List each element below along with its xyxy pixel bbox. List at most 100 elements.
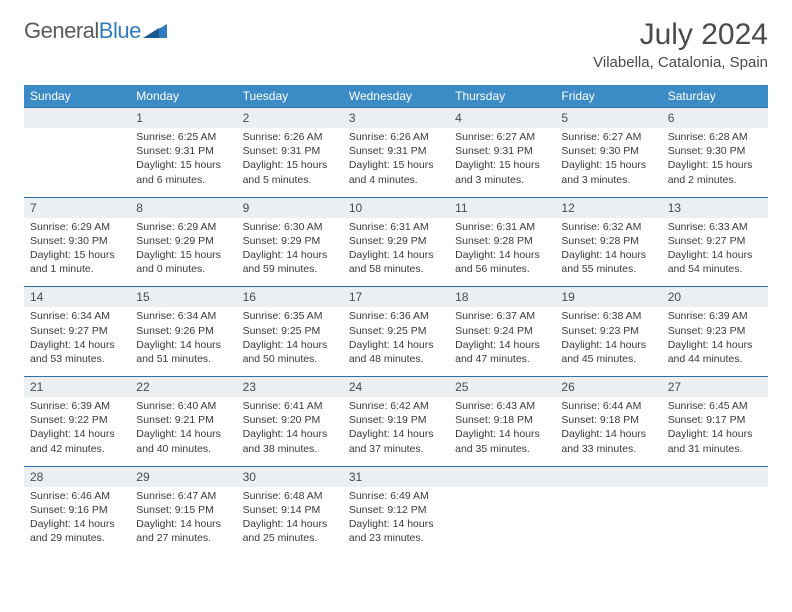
day-number-cell: 15 bbox=[130, 287, 236, 308]
day-number-cell: 19 bbox=[555, 287, 661, 308]
sunrise-text: Sunrise: 6:41 AM bbox=[243, 399, 337, 413]
day-number-row: 14151617181920 bbox=[24, 287, 768, 308]
dow-cell: Thursday bbox=[449, 85, 555, 108]
daylight-text: Daylight: 14 hours and 37 minutes. bbox=[349, 427, 443, 455]
sunrise-text: Sunrise: 6:29 AM bbox=[136, 220, 230, 234]
dow-cell: Wednesday bbox=[343, 85, 449, 108]
day-data-row: Sunrise: 6:46 AMSunset: 9:16 PMDaylight:… bbox=[24, 487, 768, 556]
sunrise-text: Sunrise: 6:48 AM bbox=[243, 489, 337, 503]
sunrise-text: Sunrise: 6:28 AM bbox=[668, 130, 762, 144]
daylight-text: Daylight: 14 hours and 58 minutes. bbox=[349, 248, 443, 276]
day-number-cell bbox=[662, 466, 768, 487]
title-block: July 2024 Vilabella, Catalonia, Spain bbox=[593, 18, 768, 71]
day-number-cell: 24 bbox=[343, 377, 449, 398]
sunset-text: Sunset: 9:19 PM bbox=[349, 413, 443, 427]
sunset-text: Sunset: 9:18 PM bbox=[455, 413, 549, 427]
sunset-text: Sunset: 9:16 PM bbox=[30, 503, 124, 517]
day-data-cell: Sunrise: 6:39 AMSunset: 9:22 PMDaylight:… bbox=[24, 397, 130, 466]
day-number-cell: 4 bbox=[449, 108, 555, 129]
day-data-cell: Sunrise: 6:29 AMSunset: 9:29 PMDaylight:… bbox=[130, 218, 236, 287]
dow-cell: Saturday bbox=[662, 85, 768, 108]
sunset-text: Sunset: 9:23 PM bbox=[668, 324, 762, 338]
sunset-text: Sunset: 9:30 PM bbox=[561, 144, 655, 158]
day-number-cell: 17 bbox=[343, 287, 449, 308]
sunset-text: Sunset: 9:23 PM bbox=[561, 324, 655, 338]
sunrise-text: Sunrise: 6:38 AM bbox=[561, 309, 655, 323]
day-number-cell: 28 bbox=[24, 466, 130, 487]
daylight-text: Daylight: 14 hours and 53 minutes. bbox=[30, 338, 124, 366]
day-data-cell: Sunrise: 6:35 AMSunset: 9:25 PMDaylight:… bbox=[237, 307, 343, 376]
day-data-cell: Sunrise: 6:39 AMSunset: 9:23 PMDaylight:… bbox=[662, 307, 768, 376]
daylight-text: Daylight: 14 hours and 25 minutes. bbox=[243, 517, 337, 545]
day-data-row: Sunrise: 6:29 AMSunset: 9:30 PMDaylight:… bbox=[24, 218, 768, 287]
daylight-text: Daylight: 14 hours and 55 minutes. bbox=[561, 248, 655, 276]
day-data-cell: Sunrise: 6:28 AMSunset: 9:30 PMDaylight:… bbox=[662, 128, 768, 197]
daylight-text: Daylight: 14 hours and 44 minutes. bbox=[668, 338, 762, 366]
sunrise-text: Sunrise: 6:34 AM bbox=[30, 309, 124, 323]
daylight-text: Daylight: 14 hours and 31 minutes. bbox=[668, 427, 762, 455]
day-data-cell: Sunrise: 6:34 AMSunset: 9:26 PMDaylight:… bbox=[130, 307, 236, 376]
day-number-cell: 22 bbox=[130, 377, 236, 398]
day-data-cell: Sunrise: 6:37 AMSunset: 9:24 PMDaylight:… bbox=[449, 307, 555, 376]
day-data-cell bbox=[555, 487, 661, 556]
sunset-text: Sunset: 9:17 PM bbox=[668, 413, 762, 427]
sunset-text: Sunset: 9:14 PM bbox=[243, 503, 337, 517]
sunset-text: Sunset: 9:31 PM bbox=[349, 144, 443, 158]
sunrise-text: Sunrise: 6:37 AM bbox=[455, 309, 549, 323]
daylight-text: Daylight: 14 hours and 54 minutes. bbox=[668, 248, 762, 276]
day-number-cell: 27 bbox=[662, 377, 768, 398]
day-data-cell: Sunrise: 6:46 AMSunset: 9:16 PMDaylight:… bbox=[24, 487, 130, 556]
day-number-cell bbox=[449, 466, 555, 487]
day-data-cell: Sunrise: 6:27 AMSunset: 9:30 PMDaylight:… bbox=[555, 128, 661, 197]
day-data-cell: Sunrise: 6:38 AMSunset: 9:23 PMDaylight:… bbox=[555, 307, 661, 376]
day-number-cell bbox=[555, 466, 661, 487]
day-data-cell: Sunrise: 6:25 AMSunset: 9:31 PMDaylight:… bbox=[130, 128, 236, 197]
day-number-cell: 8 bbox=[130, 197, 236, 218]
daylight-text: Daylight: 14 hours and 48 minutes. bbox=[349, 338, 443, 366]
sunset-text: Sunset: 9:29 PM bbox=[243, 234, 337, 248]
day-number-cell: 26 bbox=[555, 377, 661, 398]
sunrise-text: Sunrise: 6:27 AM bbox=[455, 130, 549, 144]
day-number-cell: 23 bbox=[237, 377, 343, 398]
sunrise-text: Sunrise: 6:30 AM bbox=[243, 220, 337, 234]
day-number-cell: 18 bbox=[449, 287, 555, 308]
day-number-cell: 14 bbox=[24, 287, 130, 308]
daylight-text: Daylight: 15 hours and 3 minutes. bbox=[455, 158, 549, 186]
sunset-text: Sunset: 9:21 PM bbox=[136, 413, 230, 427]
sunrise-text: Sunrise: 6:35 AM bbox=[243, 309, 337, 323]
day-data-cell bbox=[24, 128, 130, 197]
brand-triangle-icon bbox=[143, 18, 167, 44]
daylight-text: Daylight: 14 hours and 33 minutes. bbox=[561, 427, 655, 455]
brand-logo: GeneralBlue bbox=[24, 18, 167, 44]
day-number-cell: 13 bbox=[662, 197, 768, 218]
day-number-cell: 3 bbox=[343, 108, 449, 129]
day-data-cell: Sunrise: 6:47 AMSunset: 9:15 PMDaylight:… bbox=[130, 487, 236, 556]
day-data-cell: Sunrise: 6:40 AMSunset: 9:21 PMDaylight:… bbox=[130, 397, 236, 466]
day-number-cell: 29 bbox=[130, 466, 236, 487]
day-data-cell bbox=[662, 487, 768, 556]
day-data-cell: Sunrise: 6:29 AMSunset: 9:30 PMDaylight:… bbox=[24, 218, 130, 287]
day-data-cell: Sunrise: 6:31 AMSunset: 9:29 PMDaylight:… bbox=[343, 218, 449, 287]
day-number-row: 78910111213 bbox=[24, 197, 768, 218]
daylight-text: Daylight: 14 hours and 56 minutes. bbox=[455, 248, 549, 276]
day-number-cell: 1 bbox=[130, 108, 236, 129]
sunrise-text: Sunrise: 6:32 AM bbox=[561, 220, 655, 234]
sunrise-text: Sunrise: 6:43 AM bbox=[455, 399, 549, 413]
sunset-text: Sunset: 9:31 PM bbox=[455, 144, 549, 158]
day-number-cell: 2 bbox=[237, 108, 343, 129]
sunset-text: Sunset: 9:22 PM bbox=[30, 413, 124, 427]
daylight-text: Daylight: 15 hours and 4 minutes. bbox=[349, 158, 443, 186]
sunrise-text: Sunrise: 6:36 AM bbox=[349, 309, 443, 323]
day-number-cell: 11 bbox=[449, 197, 555, 218]
sunset-text: Sunset: 9:25 PM bbox=[243, 324, 337, 338]
day-data-cell: Sunrise: 6:44 AMSunset: 9:18 PMDaylight:… bbox=[555, 397, 661, 466]
daylight-text: Daylight: 15 hours and 1 minute. bbox=[30, 248, 124, 276]
day-of-week-row: Sunday Monday Tuesday Wednesday Thursday… bbox=[24, 85, 768, 108]
day-data-cell: Sunrise: 6:26 AMSunset: 9:31 PMDaylight:… bbox=[343, 128, 449, 197]
day-data-cell: Sunrise: 6:34 AMSunset: 9:27 PMDaylight:… bbox=[24, 307, 130, 376]
day-number-cell: 12 bbox=[555, 197, 661, 218]
day-number-cell: 21 bbox=[24, 377, 130, 398]
day-data-row: Sunrise: 6:39 AMSunset: 9:22 PMDaylight:… bbox=[24, 397, 768, 466]
daylight-text: Daylight: 15 hours and 5 minutes. bbox=[243, 158, 337, 186]
day-number-row: 21222324252627 bbox=[24, 377, 768, 398]
